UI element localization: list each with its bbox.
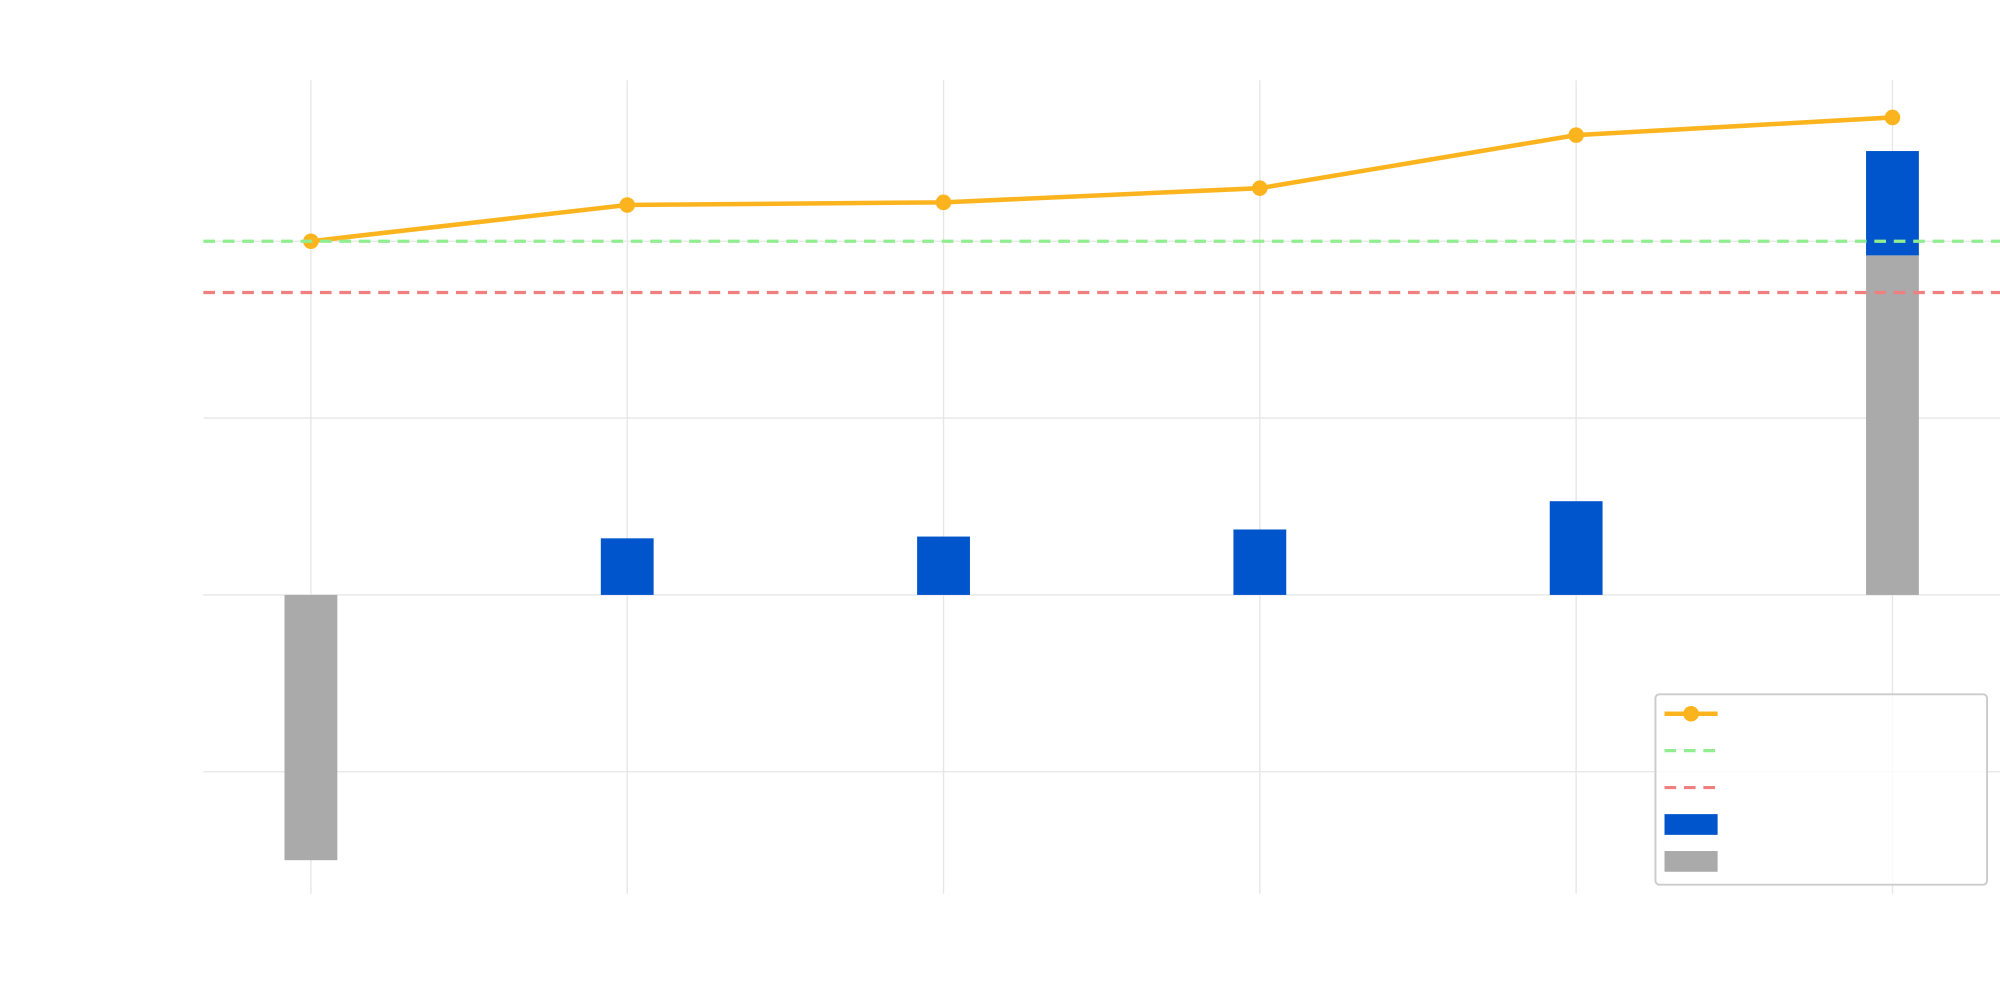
bar — [1549, 501, 1603, 595]
line-marker — [1884, 109, 1901, 126]
legend-box — [1654, 693, 1989, 886]
bar — [1866, 255, 1919, 595]
bar — [600, 538, 654, 595]
line-marker — [935, 194, 952, 211]
line-series — [310, 115, 1893, 244]
legend-swatch-marker — [1683, 705, 1699, 722]
bar — [1233, 529, 1287, 595]
legend-swatch — [1664, 851, 1718, 872]
line-marker — [619, 197, 635, 213]
line-marker — [1252, 180, 1268, 196]
bar — [917, 536, 970, 595]
bar — [1866, 151, 1919, 256]
bar — [284, 594, 338, 861]
legend-swatch — [1664, 814, 1718, 835]
line-marker — [1568, 127, 1584, 143]
